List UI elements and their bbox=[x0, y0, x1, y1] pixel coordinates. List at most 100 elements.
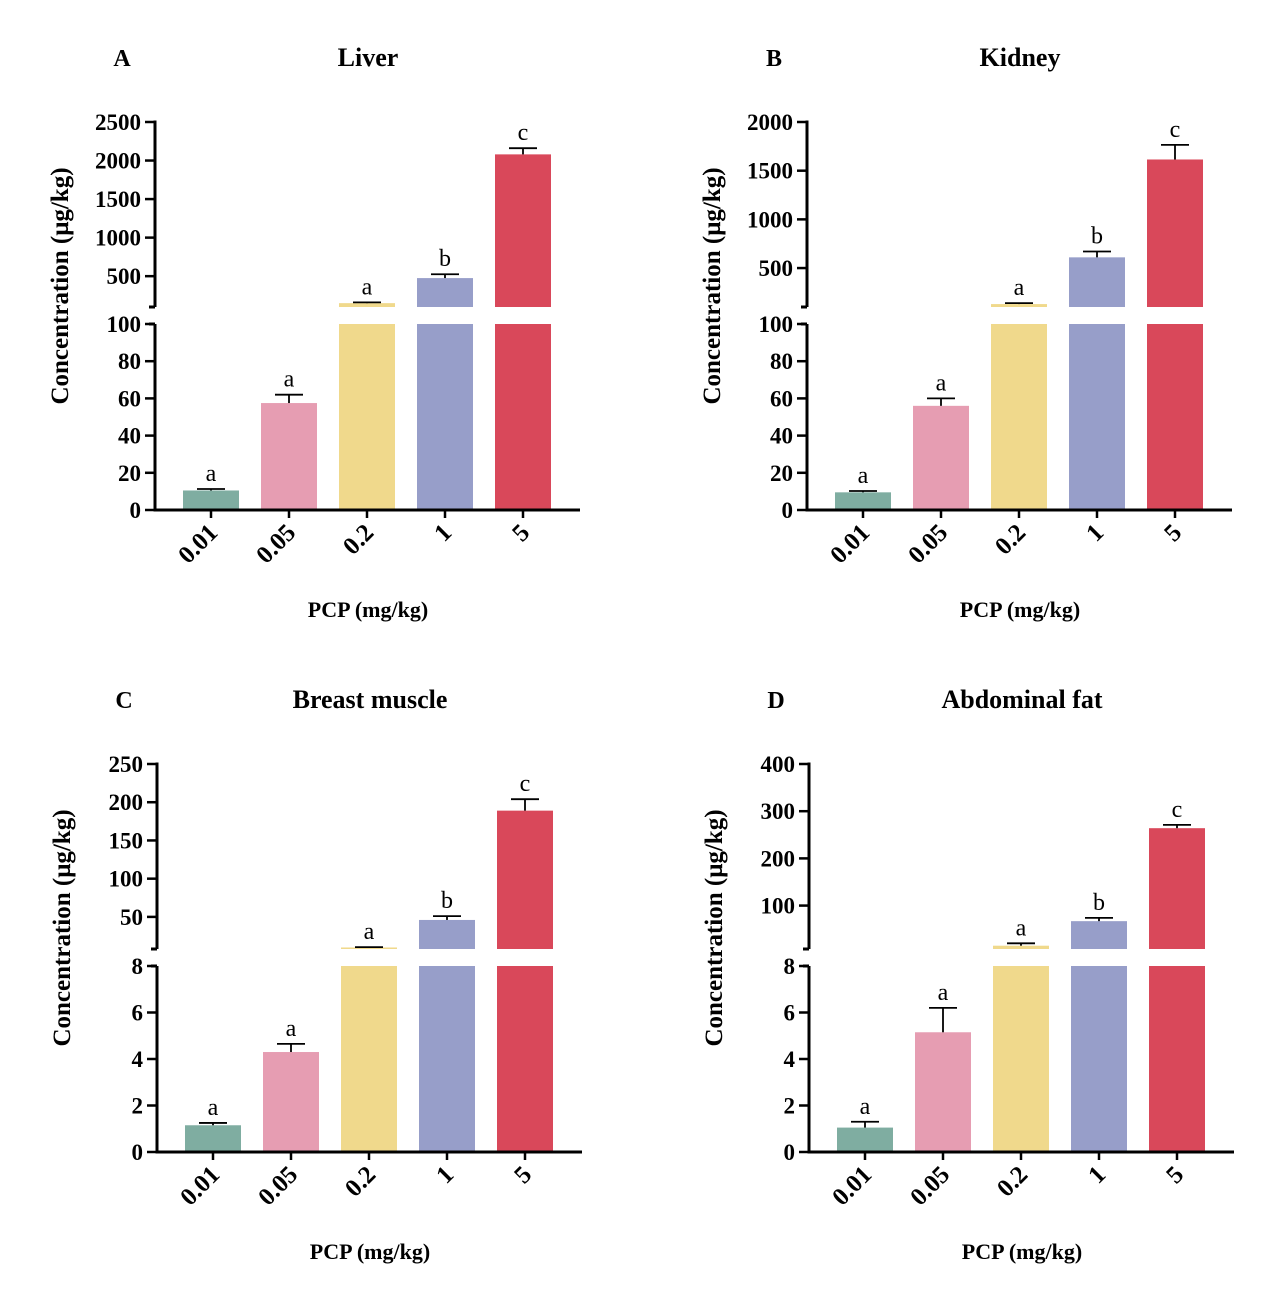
panel-title: Liver bbox=[338, 43, 399, 72]
x-tick-label: 5 bbox=[509, 1161, 537, 1189]
y-tick-label: 250 bbox=[109, 752, 144, 777]
x-axis-title: PCP (mg/kg) bbox=[962, 1239, 1082, 1264]
y-tick-label: 2 bbox=[784, 1094, 796, 1119]
panel-letter: C bbox=[115, 688, 132, 714]
y-tick-label: 1500 bbox=[747, 159, 793, 184]
significance-label: a bbox=[206, 461, 217, 487]
axes bbox=[803, 762, 1234, 1154]
bar-0.2-lower bbox=[339, 324, 395, 510]
y-tick-label: 1000 bbox=[95, 226, 141, 251]
significance-label: a bbox=[208, 1095, 219, 1121]
y-tick-label: 1000 bbox=[747, 207, 793, 232]
x-tick-label: 5 bbox=[507, 519, 535, 547]
bar-1-lower bbox=[1069, 324, 1125, 510]
bar-1-upper bbox=[1069, 257, 1125, 307]
y-tick-label: 40 bbox=[770, 424, 793, 449]
y-tick-label: 20 bbox=[770, 461, 793, 486]
error-bar-5 bbox=[1163, 823, 1191, 829]
significance-label: b bbox=[439, 246, 451, 272]
bar-0.2-lower bbox=[991, 324, 1047, 510]
y-tick-label: 2000 bbox=[95, 149, 141, 174]
significance-label: c bbox=[520, 771, 531, 797]
y-tick-label: 4 bbox=[132, 1047, 144, 1072]
panel-letter: D bbox=[767, 688, 784, 714]
error-bar-0.01 bbox=[849, 490, 877, 493]
y-tick-label: 20 bbox=[118, 461, 141, 486]
error-bar-1 bbox=[1083, 250, 1111, 258]
panel-d: D Abdominal fat a 0.01 a 0.05 a 0.2 b 1 c 5 0 2 4 6 8 100… bbox=[701, 685, 1234, 1264]
bar-5-lower bbox=[497, 966, 553, 1152]
bar-0.2-upper bbox=[339, 303, 395, 307]
significance-label: b bbox=[1093, 890, 1105, 916]
error-bar-1 bbox=[431, 273, 459, 279]
y-tick-label: 0 bbox=[132, 1140, 144, 1165]
y-axis-title: Concentration (μg/kg) bbox=[47, 167, 74, 404]
x-tick-label: 0.01 bbox=[827, 1161, 877, 1211]
y-tick-label: 100 bbox=[107, 312, 142, 337]
panel-c: C Breast musclea0.01a0.05a0.2b1c502468501… bbox=[49, 685, 582, 1264]
error-bar-0.01 bbox=[851, 1120, 879, 1128]
significance-label: c bbox=[1172, 797, 1183, 823]
x-tick-label: 0.05 bbox=[253, 1161, 303, 1211]
x-tick-label: 0.01 bbox=[825, 519, 875, 569]
y-tick-label: 500 bbox=[107, 264, 142, 289]
bar-0.2-upper bbox=[993, 945, 1049, 949]
panel-b: B Kidney a 0.01 a 0.05 a 0.2 b 1 c 5 0 20 40 60 80 100 500… bbox=[699, 43, 1232, 622]
panel-a: A Liver a 0.01 a 0.05 a 0.2 b 1 c 5 0 20 40 60 80 100 500 1… bbox=[47, 43, 580, 622]
bar-0.01 bbox=[183, 490, 239, 510]
x-tick-label: 1 bbox=[1081, 519, 1109, 547]
bar-0.05 bbox=[261, 403, 317, 510]
significance-label: a bbox=[1014, 275, 1025, 301]
bar-1-upper bbox=[419, 919, 475, 949]
error-bar-0.2 bbox=[1007, 942, 1035, 946]
significance-label: b bbox=[441, 888, 453, 914]
x-tick-label: 0.2 bbox=[990, 519, 1031, 560]
x-tick-label: 0.2 bbox=[340, 1161, 381, 1202]
y-tick-label: 0 bbox=[130, 498, 142, 523]
bar-0.2-lower bbox=[341, 966, 397, 1152]
x-axis-title: PCP (mg/kg) bbox=[310, 1239, 430, 1264]
bar-5-upper bbox=[1149, 828, 1205, 949]
bar-0.05 bbox=[915, 1032, 971, 1152]
bar-0.2-lower bbox=[993, 966, 1049, 1152]
y-tick-label: 6 bbox=[132, 1001, 144, 1026]
error-bar-0.05 bbox=[927, 397, 955, 406]
panel-title: Kidney bbox=[980, 43, 1061, 72]
bar-5-upper bbox=[495, 154, 551, 307]
x-tick-label: 0.2 bbox=[338, 519, 379, 560]
error-bar-0.2 bbox=[353, 301, 381, 304]
y-tick-label: 40 bbox=[118, 424, 141, 449]
y-axis-title: Concentration (μg/kg) bbox=[699, 167, 726, 404]
y-tick-label: 8 bbox=[784, 954, 796, 979]
x-tick-label: 0.2 bbox=[992, 1161, 1033, 1202]
y-tick-label: 150 bbox=[109, 828, 144, 853]
significance-label: a bbox=[286, 1016, 297, 1042]
panel-title: Abdominal fat bbox=[941, 685, 1102, 714]
error-bar-0.05 bbox=[275, 393, 303, 404]
y-tick-label: 60 bbox=[770, 386, 793, 411]
significance-label: b bbox=[1091, 224, 1103, 250]
bar-0.05 bbox=[913, 405, 969, 510]
y-tick-label: 100 bbox=[761, 894, 796, 919]
bar-0.01 bbox=[837, 1127, 893, 1152]
x-tick-label: 0.05 bbox=[905, 1161, 955, 1211]
bar-5-lower bbox=[1147, 324, 1203, 510]
bar-1-upper bbox=[1071, 921, 1127, 949]
panel-title: Breast muscle bbox=[293, 685, 448, 714]
error-bar-0.01 bbox=[197, 488, 225, 491]
significance-label: a bbox=[858, 463, 869, 489]
y-tick-label: 200 bbox=[761, 846, 796, 871]
bar-1-upper bbox=[417, 278, 473, 307]
bar-5-lower bbox=[1149, 966, 1205, 1152]
y-tick-label: 80 bbox=[118, 349, 141, 374]
error-bar-5 bbox=[509, 147, 537, 155]
significance-label: a bbox=[860, 1094, 871, 1120]
bar-5-upper bbox=[1147, 159, 1203, 307]
x-axis-title: PCP (mg/kg) bbox=[960, 597, 1080, 622]
error-bar-0.05 bbox=[929, 1006, 957, 1033]
y-tick-label: 8 bbox=[132, 954, 144, 979]
y-tick-label: 60 bbox=[118, 386, 141, 411]
y-axis-title: Concentration (μg/kg) bbox=[701, 809, 728, 1046]
bar-1-lower bbox=[1071, 966, 1127, 1152]
bar-0.2-upper bbox=[991, 304, 1047, 307]
